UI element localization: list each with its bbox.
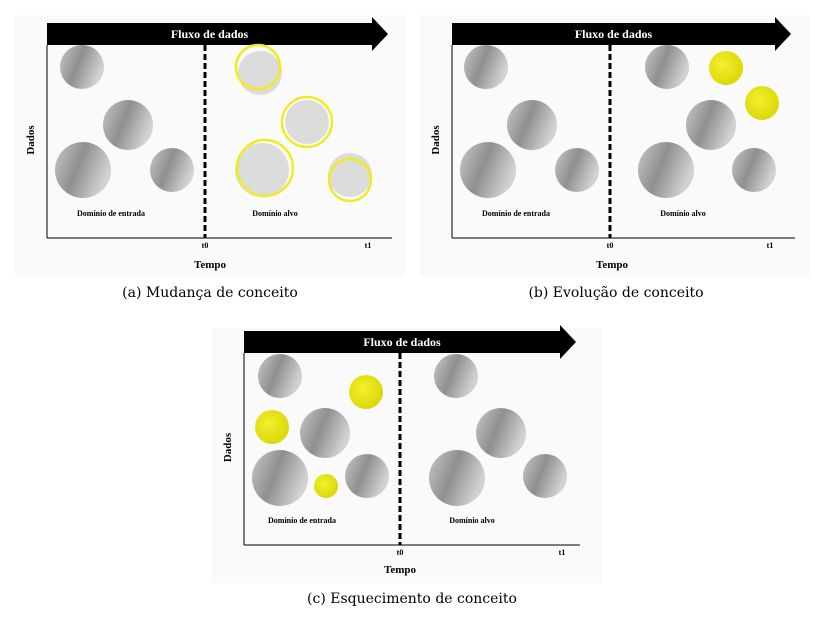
data-cluster <box>150 148 194 192</box>
old-cluster <box>328 153 372 197</box>
data-cluster <box>258 354 302 398</box>
flow-arrow <box>244 325 576 359</box>
arrow-label: Fluxo de dados <box>171 27 249 41</box>
data-cluster <box>638 142 694 198</box>
shifted-cluster <box>234 43 282 91</box>
arrow-label: Fluxo de dados <box>363 335 441 349</box>
data-cluster <box>732 148 776 192</box>
y-axis-label: Dados <box>25 125 37 155</box>
t0-label: t0 <box>397 548 404 557</box>
shifted-cluster <box>280 95 334 149</box>
data-cluster <box>55 142 111 198</box>
old-cluster <box>285 100 329 144</box>
data-cluster <box>464 45 508 89</box>
new-cluster <box>349 375 383 409</box>
source-label: Domínio de entrada <box>268 516 336 525</box>
t1-label: t1 <box>365 241 372 250</box>
data-cluster <box>300 408 350 458</box>
target-label: Domínio alvo <box>660 209 706 218</box>
data-cluster <box>103 100 153 150</box>
t1-label: t1 <box>559 548 566 557</box>
source-label: Domínio de entrada <box>77 209 145 218</box>
new-cluster <box>255 410 289 444</box>
new-cluster <box>314 474 338 498</box>
target-label: Domínio alvo <box>449 516 495 525</box>
flow-arrow <box>452 17 791 51</box>
flow-arrow <box>47 17 388 51</box>
t0-label: t0 <box>202 241 209 250</box>
new-cluster <box>709 51 743 85</box>
new-cluster <box>745 86 779 120</box>
caption: (c) Esquecimento de conceito <box>307 591 517 607</box>
y-axis-label: Dados <box>430 125 442 155</box>
t0-label: t0 <box>607 241 614 250</box>
data-cluster <box>345 454 389 498</box>
data-cluster <box>60 45 104 89</box>
data-cluster <box>476 408 526 458</box>
caption: (b) Evolução de conceito <box>528 285 703 301</box>
data-cluster <box>460 142 516 198</box>
x-axis-label: Tempo <box>384 564 416 576</box>
data-cluster <box>555 148 599 192</box>
y-axis-label: Dados <box>222 432 234 462</box>
old-cluster <box>235 143 289 197</box>
t1-label: t1 <box>767 241 774 250</box>
shifted-cluster <box>235 138 295 198</box>
x-axis-label: Tempo <box>596 259 628 271</box>
arrow-label: Fluxo de dados <box>575 27 653 41</box>
x-axis-label: Tempo <box>194 259 226 271</box>
source-label: Domínio de entrada <box>482 209 550 218</box>
data-cluster <box>434 354 478 398</box>
data-cluster <box>429 450 485 506</box>
target-label: Domínio alvo <box>252 209 298 218</box>
data-cluster <box>523 454 567 498</box>
data-cluster <box>507 100 557 150</box>
data-cluster <box>252 450 308 506</box>
shifted-cluster <box>327 157 373 203</box>
data-cluster <box>645 45 689 89</box>
caption: (a) Mudança de conceito <box>122 285 298 301</box>
data-cluster <box>686 100 736 150</box>
